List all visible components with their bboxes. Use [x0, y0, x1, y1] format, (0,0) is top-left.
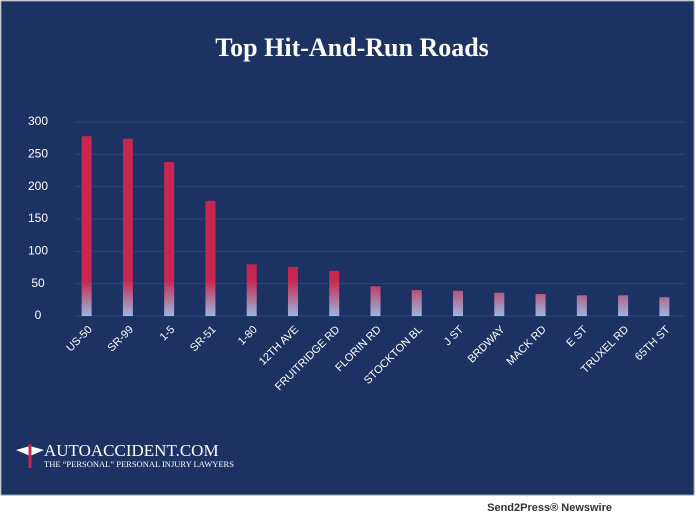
y-tick-label: 300 [28, 114, 48, 128]
logo: AUTOACCIDENT.COM THE “PERSONAL” PERSONAL… [16, 441, 234, 469]
bar [535, 294, 546, 316]
bar [370, 286, 381, 316]
bar [122, 138, 133, 316]
y-tick-label: 200 [28, 179, 48, 193]
bar [411, 290, 422, 316]
chart-panel [0, 0, 695, 496]
y-tick-label: 150 [28, 211, 48, 225]
bar [659, 297, 670, 316]
bar [576, 295, 587, 316]
bar [205, 200, 216, 316]
bar [453, 290, 464, 316]
bar [329, 270, 340, 316]
chart-title: Top Hit-And-Run Roads [215, 33, 489, 62]
footer-credit: Send2Press® Newswire [487, 502, 612, 514]
y-tick-label: 250 [28, 147, 48, 161]
y-tick-label: 50 [31, 276, 45, 290]
brand-name: AUTOACCIDENT.COM [44, 441, 219, 460]
y-tick-label: 0 [35, 308, 42, 322]
bar [618, 295, 629, 316]
bar [494, 292, 505, 316]
bar [81, 136, 92, 316]
bar [164, 162, 175, 316]
brand-tagline: THE “PERSONAL” PERSONAL INJURY LAWYERS [44, 459, 234, 469]
y-tick-label: 100 [28, 244, 48, 258]
bar [246, 264, 257, 316]
bar [287, 266, 298, 316]
